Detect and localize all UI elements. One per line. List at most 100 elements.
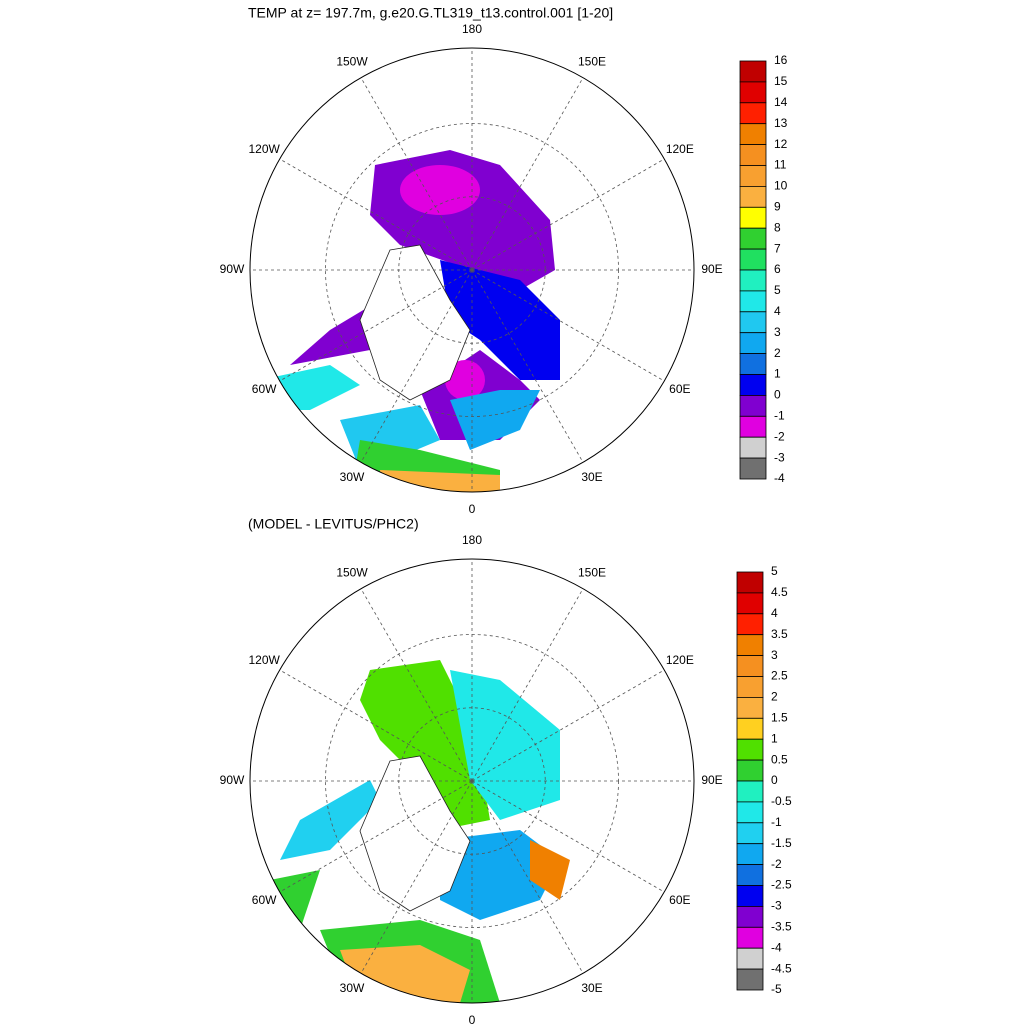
colorbar-label: -4.5 <box>771 961 792 975</box>
longitude-label: 30E <box>581 470 602 484</box>
colorbar-label: 12 <box>774 137 788 151</box>
graticule <box>471 780 665 893</box>
longitude-label: 120E <box>666 142 694 156</box>
colorbar-label: 7 <box>774 241 781 255</box>
graticule <box>279 669 473 782</box>
colorbar-box <box>736 655 764 677</box>
colorbar-label: 5 <box>774 283 781 297</box>
colorbar-box <box>736 613 764 636</box>
graticule <box>360 780 473 974</box>
map-field <box>270 660 570 1003</box>
graticule <box>360 77 473 271</box>
colorbar-label: -2.5 <box>771 878 792 892</box>
colorbar-label: 5 <box>771 564 778 578</box>
longitude-label: 30E <box>581 981 602 995</box>
colorbar-box <box>739 311 767 334</box>
graticule <box>279 269 473 382</box>
colorbar-label: 9 <box>774 199 781 213</box>
colorbar-label: 10 <box>774 179 788 193</box>
longitude-label: 30W <box>340 981 365 995</box>
colorbar-label: -2 <box>774 429 785 443</box>
colorbar-box <box>736 926 764 949</box>
colorbar-label: -4 <box>771 940 782 954</box>
colorbar-box <box>739 353 767 375</box>
colorbar-box <box>736 717 764 740</box>
longitude-label: 60E <box>669 893 690 907</box>
map-border <box>249 558 695 1004</box>
longitude-label: 90W <box>220 773 245 787</box>
colorbar-label: 2.5 <box>771 669 788 683</box>
longitude-label: 60W <box>252 382 277 396</box>
colorbar-label: 4.5 <box>771 585 788 599</box>
colorbar-box <box>739 248 767 271</box>
graticule <box>279 158 473 271</box>
graticule <box>360 269 473 463</box>
colorbar-box <box>736 634 764 657</box>
colorbar-label: 1 <box>771 731 778 745</box>
colorbar-label: 2 <box>771 690 778 704</box>
colorbar-box <box>736 947 764 970</box>
longitude-label: 60E <box>669 382 690 396</box>
colorbar-box <box>736 968 764 991</box>
graticule <box>471 158 665 271</box>
longitude-label: 150W <box>336 54 368 68</box>
map-title: (MODEL - LEVITUS/PHC2) <box>248 516 419 532</box>
colorbar-label: 14 <box>774 95 788 109</box>
colorbar-box <box>739 415 767 438</box>
colorbar-label: 1.5 <box>771 710 788 724</box>
graticule <box>471 780 584 974</box>
colorbar-label: 11 <box>774 158 787 172</box>
colorbar-label: 13 <box>774 116 788 130</box>
colorbar-box <box>739 332 767 355</box>
colorbar-box <box>739 206 767 229</box>
colorbar-box <box>736 571 764 594</box>
longitude-label: 90E <box>701 773 722 787</box>
colorbar-box <box>736 697 764 719</box>
colorbar-box <box>736 906 764 928</box>
colorbar-label: 6 <box>774 262 781 276</box>
colorbar-label: -4 <box>774 471 785 485</box>
graticule <box>471 669 665 782</box>
colorbar-label: 1 <box>774 367 781 381</box>
longitude-label: 150E <box>578 565 606 579</box>
colorbar-label: 0 <box>771 773 778 787</box>
colorbar-box <box>739 81 767 104</box>
colorbar-box <box>739 102 767 125</box>
longitude-label: 180 <box>462 533 482 547</box>
graticule <box>279 780 473 893</box>
longitude-label: 150E <box>578 54 606 68</box>
longitude-label: 90E <box>701 262 722 276</box>
colorbar-box <box>739 144 767 166</box>
colorbar-label: -3 <box>771 899 782 913</box>
graticule <box>471 269 665 382</box>
colorbar-box <box>736 822 764 845</box>
colorbar-label: 0 <box>774 388 781 402</box>
colorbar-box <box>739 123 767 145</box>
colorbar-label: 16 <box>774 53 788 67</box>
colorbar-label: -1.5 <box>771 836 792 850</box>
colorbar-label: 8 <box>774 220 781 234</box>
colorbar-box <box>739 165 767 187</box>
colorbar-label: -1 <box>771 815 782 829</box>
longitude-label: 120W <box>248 653 280 667</box>
colorbar-label: 3 <box>771 648 778 662</box>
graticule <box>471 269 584 463</box>
colorbar-box <box>736 864 764 886</box>
colorbar-box <box>739 436 767 459</box>
colorbar-box <box>736 759 764 782</box>
longitude-label: 60W <box>252 893 277 907</box>
colorbar-box <box>739 185 767 208</box>
colorbar-label: 4 <box>774 304 781 318</box>
map-border <box>249 47 695 493</box>
longitude-label: 30W <box>340 470 365 484</box>
colorbar-box <box>739 60 767 83</box>
colorbar-label: -1 <box>774 408 785 422</box>
colorbar-label: -3 <box>774 450 785 464</box>
longitude-label: 90W <box>220 262 245 276</box>
longitude-label: 0 <box>469 1013 476 1024</box>
longitude-label: 120E <box>666 653 694 667</box>
colorbar-label: -5 <box>771 982 782 996</box>
colorbar-box <box>736 885 764 907</box>
colorbar-box <box>739 374 767 396</box>
